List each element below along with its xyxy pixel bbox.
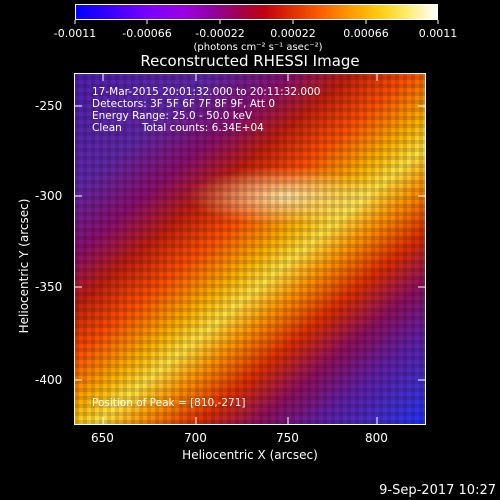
- info-line-energy: Energy Range: 25.0 - 50.0 keV: [92, 110, 253, 122]
- peak-position-label: Position of Peak = [810,-271]: [92, 397, 246, 409]
- pixel-grain: [75, 74, 425, 424]
- colorbar-tick: -0.00022: [195, 27, 244, 40]
- x-tick-label: 650: [91, 431, 114, 445]
- info-line-detectors: Detectors: 3F 5F 6F 7F 8F 9F, Att 0: [92, 98, 276, 110]
- timestamp: 9-Sep-2017 10:27: [379, 483, 496, 498]
- info-line-counts: Clean Total counts: 6.34E+04: [92, 122, 264, 134]
- x-tick-label: 800: [365, 431, 388, 445]
- y-tick-label: -350: [35, 280, 63, 294]
- colorbar-tick: -0.00066: [122, 27, 171, 40]
- x-tick-label: 750: [276, 431, 299, 445]
- y-axis-label: Heliocentric Y (arcsec): [17, 198, 31, 334]
- image-title: Reconstructed RHESSI Image: [140, 52, 360, 70]
- colorbar-axis: -0.0011 -0.00066 -0.00022 0.00022 0.0006…: [54, 20, 458, 53]
- info-line-time: 17-Mar-2015 20:01:32.000 to 20:11:32.000: [92, 86, 321, 98]
- y-tick-label: -400: [35, 373, 63, 387]
- x-tick-label: 700: [184, 431, 207, 445]
- y-tick-label: -300: [35, 189, 63, 203]
- colorbar: [75, 4, 438, 20]
- rhessi-image: [74, 73, 426, 425]
- colorbar-tick: 0.0011: [419, 27, 458, 40]
- colorbar-tick: 0.00022: [270, 27, 316, 40]
- image-map: [75, 74, 425, 424]
- colorbar-tick: 0.00066: [343, 27, 389, 40]
- x-axis-label: Heliocentric X (arcsec): [182, 448, 318, 462]
- colorbar-tick: -0.0011: [54, 27, 96, 40]
- colorbar-units: (photons cm⁻² s⁻¹ asec⁻²): [193, 42, 322, 53]
- y-tick-label: -250: [35, 99, 63, 113]
